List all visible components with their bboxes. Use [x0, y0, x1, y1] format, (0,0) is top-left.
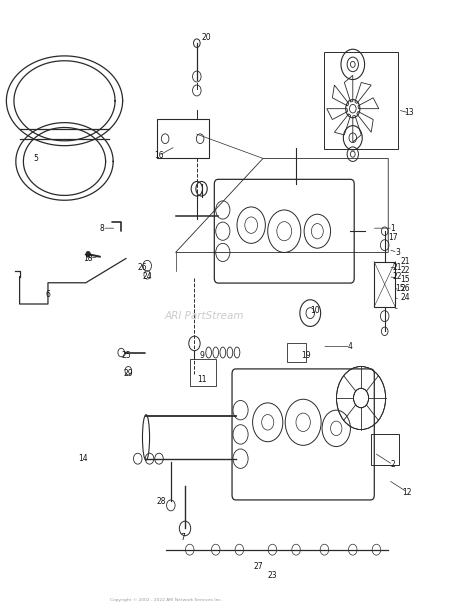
Text: 6: 6: [46, 291, 50, 299]
Text: 3: 3: [395, 248, 400, 257]
Text: 27: 27: [254, 562, 263, 570]
Text: 7: 7: [180, 533, 185, 542]
Text: 18: 18: [83, 254, 93, 263]
Text: 2: 2: [391, 460, 395, 469]
Text: 8: 8: [100, 224, 105, 233]
Text: 13: 13: [405, 108, 414, 117]
Text: 17: 17: [388, 233, 398, 242]
Text: 28: 28: [156, 497, 166, 506]
Circle shape: [86, 251, 91, 257]
Bar: [156, 119, 209, 159]
Text: 22: 22: [393, 272, 402, 282]
Bar: [190, 359, 216, 386]
Text: 19: 19: [301, 351, 310, 360]
Text: Copyright © 2002 - 2022 ARI Network Services Inc.: Copyright © 2002 - 2022 ARI Network Serv…: [110, 598, 222, 603]
Text: 21: 21: [393, 263, 402, 272]
Text: 24: 24: [142, 272, 152, 282]
Text: 21: 21: [400, 257, 410, 266]
Text: 23: 23: [268, 572, 277, 580]
Text: 15: 15: [395, 285, 405, 293]
Text: 29: 29: [124, 369, 133, 378]
Text: 1: 1: [391, 224, 395, 233]
Text: 5: 5: [34, 154, 38, 163]
Bar: [371, 435, 399, 465]
Text: 22: 22: [400, 266, 410, 275]
Bar: [374, 261, 395, 307]
Text: 12: 12: [402, 488, 412, 497]
Text: 9: 9: [199, 351, 204, 360]
Text: 4: 4: [348, 342, 353, 351]
Bar: [324, 52, 398, 150]
Bar: [287, 344, 306, 362]
Text: 16: 16: [154, 151, 164, 160]
Text: 20: 20: [201, 33, 211, 41]
Text: ARI PartStream: ARI PartStream: [164, 311, 244, 321]
Text: 14: 14: [79, 454, 88, 463]
Text: 26: 26: [400, 285, 410, 293]
Text: 25: 25: [121, 351, 131, 360]
Text: 11: 11: [197, 375, 206, 384]
Text: 15: 15: [400, 275, 410, 284]
Text: 26: 26: [137, 263, 147, 272]
Text: 24: 24: [400, 294, 410, 302]
Text: 10: 10: [310, 306, 320, 314]
